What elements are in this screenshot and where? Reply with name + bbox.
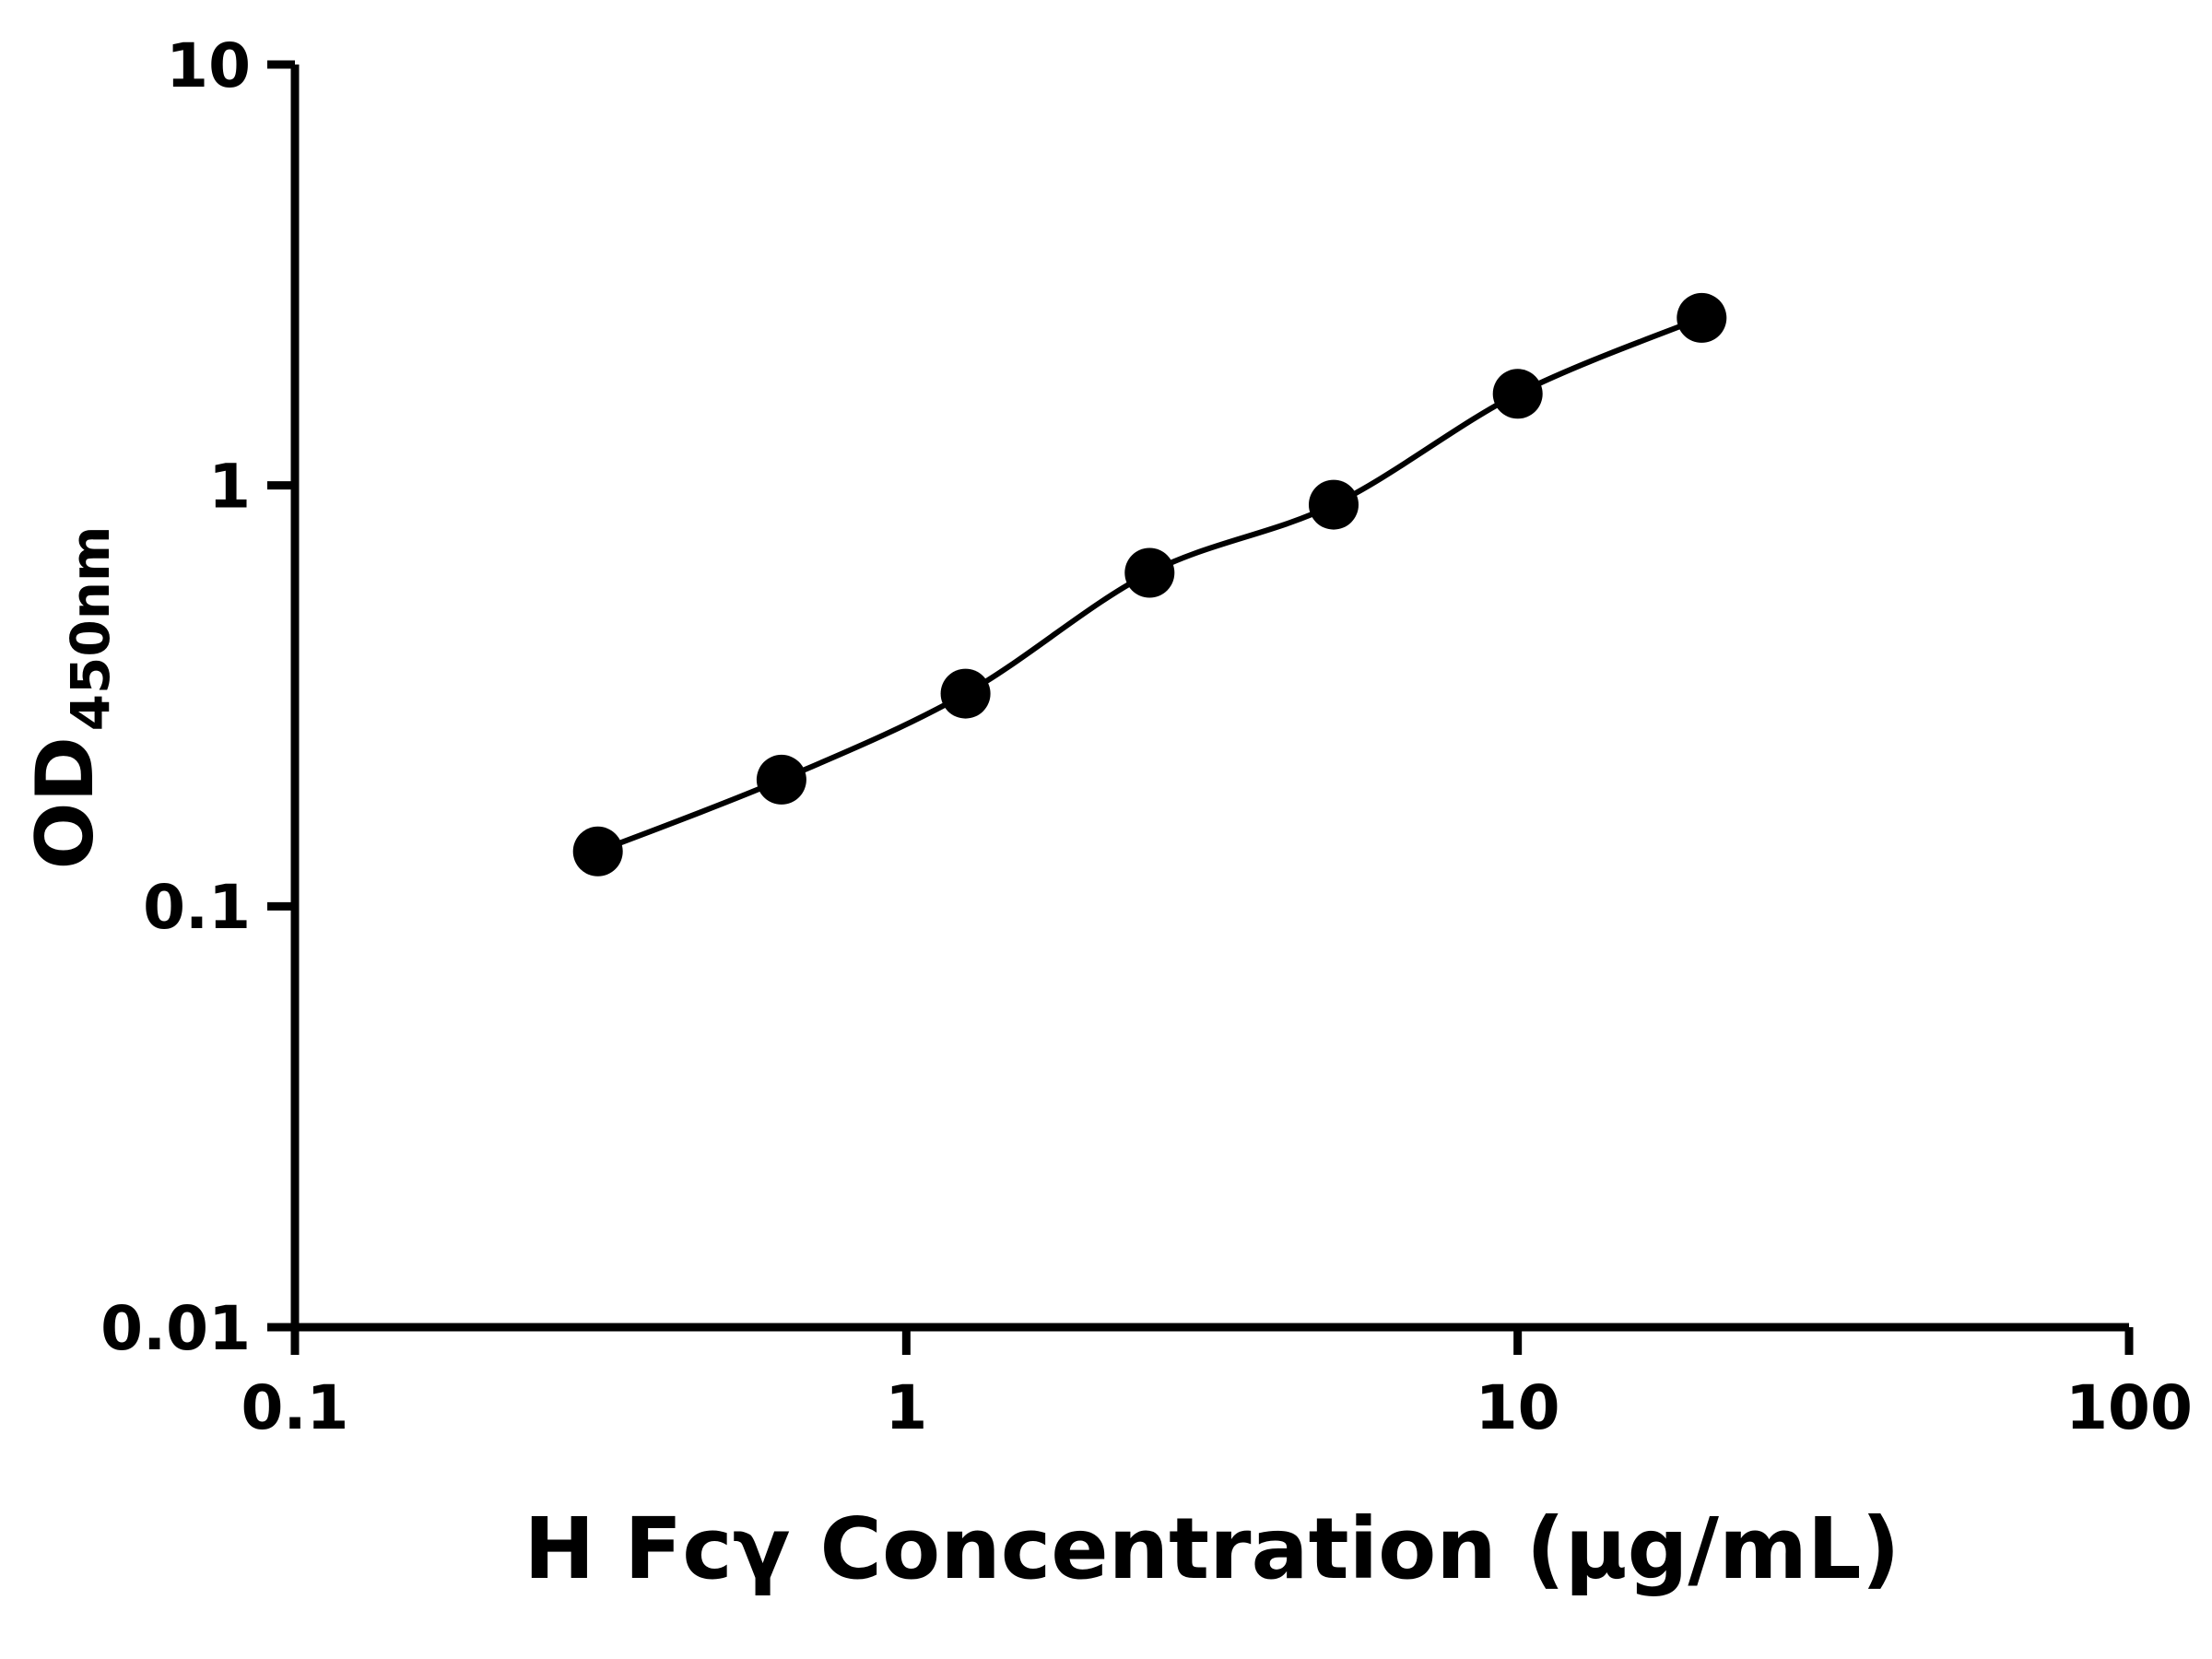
data-point <box>940 668 991 719</box>
x-tick-label: 1 <box>885 1372 927 1443</box>
x-tick-label: 100 <box>2065 1372 2193 1443</box>
axes-layer: 0.1 1 10 100 0.01 0.1 1 10 <box>100 30 2193 1443</box>
data-point <box>1492 369 1543 419</box>
data-layer <box>572 292 1727 877</box>
x-tick-label: 10 <box>1476 1372 1560 1443</box>
y-tick-label: 0.01 <box>100 1293 251 1364</box>
y-tick-label: 10 <box>166 30 251 101</box>
y-axis-title-main: OD <box>19 736 112 870</box>
data-point <box>756 754 806 805</box>
y-tick-label: 0.1 <box>143 872 251 943</box>
y-axis-title-sub: 450nm <box>59 526 122 732</box>
data-point <box>1677 292 1727 343</box>
x-tick-label: 0.1 <box>241 1372 349 1443</box>
y-tick-label: 1 <box>208 451 251 522</box>
data-point <box>572 826 623 877</box>
data-point <box>1124 547 1175 598</box>
y-axis-title: OD 450nm <box>19 526 122 870</box>
data-point <box>1309 479 1359 530</box>
x-axis-title: H Fcγ Concentration (µg/mL) <box>524 1500 1900 1598</box>
